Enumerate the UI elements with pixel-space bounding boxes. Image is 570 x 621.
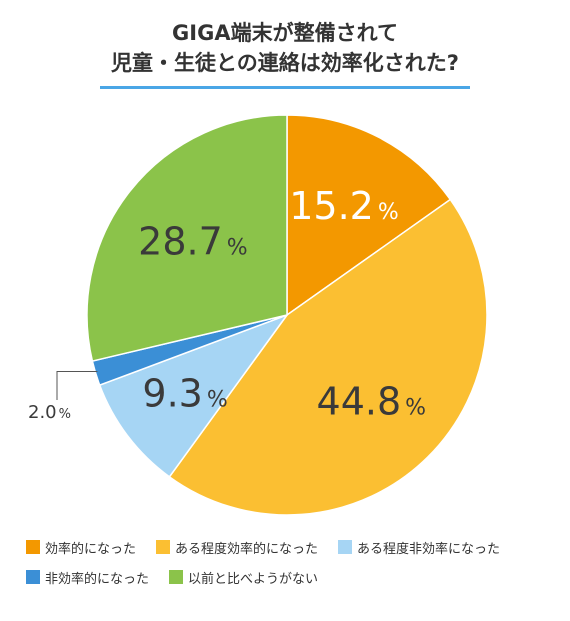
title-line-2: 児童・生徒との連絡は効率化された? xyxy=(111,51,459,75)
legend-label: ある程度効率的になった xyxy=(175,541,319,557)
title-underline xyxy=(100,86,470,89)
legend-label: ある程度非効率になった xyxy=(357,541,501,557)
legend-swatch xyxy=(26,540,40,554)
legend-item: ある程度効率的になった xyxy=(156,538,318,557)
pie-slice xyxy=(286,114,452,317)
pie-slice xyxy=(98,313,290,478)
legend-label: 以前と比べようがない xyxy=(188,571,319,587)
legend: 効率的になった ある程度効率的になった ある程度非効率になった 非効率的になった 以前… xyxy=(26,536,556,596)
legend-label: 効率的になった xyxy=(45,541,137,557)
legend-label: 非効率的になった xyxy=(45,571,150,587)
pie-chart: 15.2 % 44.8 % 9.3 % 2.0 % 28.7% xyxy=(28,114,488,516)
title-line-1: GIGA端末が整備されて xyxy=(172,21,398,45)
legend-item: ある程度非効率になった xyxy=(338,538,500,557)
legend-row: 非効率的になった 以前と比べようがない xyxy=(26,566,556,588)
slice-value-label: 44.8% xyxy=(317,379,427,423)
legend-item: 以前と比べようがない xyxy=(169,568,318,587)
legend-swatch xyxy=(156,540,171,554)
callout-line xyxy=(56,371,98,400)
pie-slice xyxy=(86,114,288,362)
legend-item: 非効率的になった xyxy=(26,568,149,587)
legend-row: 効率的になった ある程度効率的になった ある程度非効率になった xyxy=(26,536,556,558)
slice-value-label: 28.7% xyxy=(138,220,248,264)
slice-value-label: 2.0% xyxy=(28,402,71,423)
legend-swatch xyxy=(338,540,353,554)
legend-item: 効率的になった xyxy=(26,538,136,557)
legend-swatch xyxy=(169,570,184,584)
slice-value-label: 9.3% xyxy=(142,372,227,416)
legend-swatch xyxy=(26,570,40,584)
chart-title: GIGA端末が整備されて 児童・生徒との連絡は効率化された? xyxy=(0,18,570,78)
pie-slice xyxy=(168,198,488,516)
slice-value-label: 15.2% xyxy=(289,184,399,228)
